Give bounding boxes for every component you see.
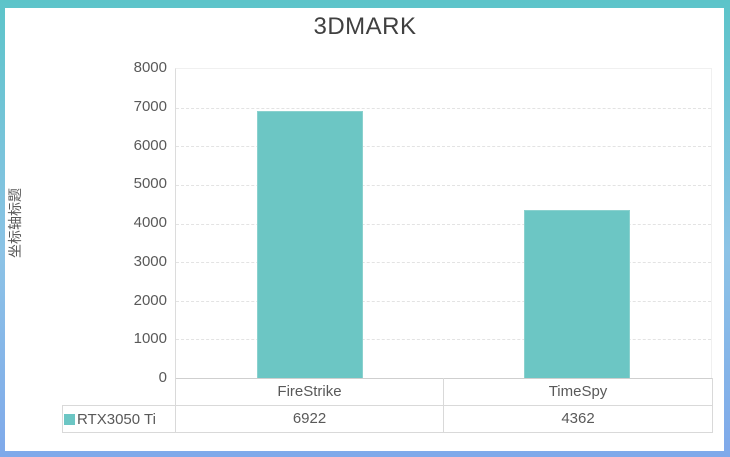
- bar-timespy: [524, 209, 631, 378]
- category-label-timespy: TimeSpy: [548, 383, 608, 400]
- y-tick-label: 6000: [133, 136, 167, 154]
- gridline: [176, 184, 711, 186]
- y-axis-tick-labels: 0 1000 2000 3000 4000 5000 6000 7000 8000: [60, 59, 167, 386]
- gridline: [176, 107, 711, 109]
- y-tick-label: 0: [158, 369, 167, 386]
- legend-item: RTX3050 Ti: [63, 406, 174, 432]
- gridline: [176, 223, 711, 225]
- y-tick-label: 1000: [133, 330, 167, 348]
- gridline: [176, 339, 711, 341]
- value-cell-firestrike: 6922: [292, 410, 327, 427]
- value-cell-timespy: 4362: [561, 410, 595, 427]
- y-axis-title: 坐标轴标题: [2, 68, 28, 378]
- y-tick-label: 5000: [133, 175, 167, 193]
- table-legend-left-border: [62, 405, 63, 432]
- gridline: [176, 262, 711, 264]
- table-column-divider: [443, 378, 444, 432]
- category-label-firestrike: FireStrike: [277, 383, 342, 400]
- bar-firestrike: [256, 110, 363, 378]
- table-bottom-border: [62, 432, 713, 433]
- table-right-border: [712, 378, 713, 432]
- chart-title: 3DMARK: [313, 13, 417, 40]
- legend-swatch: [64, 413, 75, 425]
- y-tick-label: 2000: [133, 291, 167, 309]
- plot-area: [175, 68, 712, 378]
- table-column-border-left: [175, 378, 176, 432]
- y-axis-title-text: 坐标轴标题: [7, 188, 23, 258]
- y-tick-label: 8000: [133, 59, 167, 76]
- y-tick-label: 7000: [133, 97, 167, 115]
- table-row-divider: [62, 405, 713, 406]
- legend-label: RTX3050 Ti: [77, 410, 156, 428]
- gridline: [176, 146, 711, 148]
- x-axis-line: [175, 378, 713, 379]
- y-tick-label: 4000: [133, 214, 167, 231]
- y-tick-label: 3000: [133, 252, 167, 270]
- gridline: [176, 300, 711, 302]
